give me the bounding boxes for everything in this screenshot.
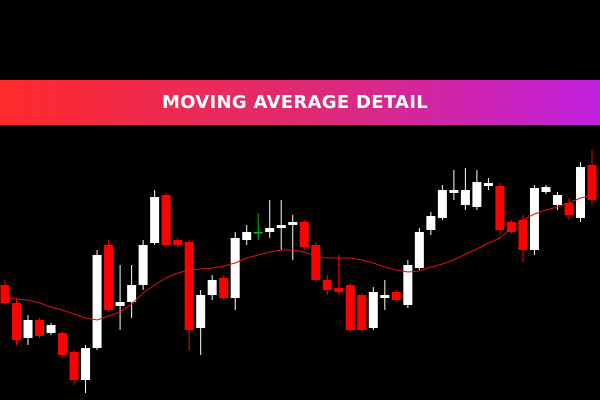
- candle-body: [207, 280, 217, 295]
- candle-body: [127, 285, 137, 302]
- candle-body: [265, 228, 275, 232]
- candle-body: [518, 220, 528, 250]
- candle-body: [161, 195, 171, 245]
- candle-body: [483, 183, 493, 186]
- candle-body: [529, 188, 539, 250]
- candle-body: [104, 245, 114, 310]
- candle-body: [587, 165, 597, 200]
- candle-body: [357, 295, 367, 330]
- candle-body: [414, 232, 424, 268]
- candle-body: [288, 222, 298, 225]
- candle-body: [460, 190, 470, 205]
- candle-body: [426, 216, 436, 230]
- candle-body: [242, 232, 252, 240]
- candle-body: [472, 182, 482, 207]
- candle-body: [253, 232, 263, 234]
- banner: [0, 80, 600, 125]
- candle-body: [276, 225, 286, 228]
- candle-body: [0, 285, 10, 303]
- candle-body: [299, 222, 309, 247]
- candle-body: [368, 292, 378, 328]
- candle-body: [150, 197, 160, 243]
- moving-average-line: [4, 194, 593, 321]
- candle-body: [92, 255, 102, 348]
- candle-body: [334, 288, 344, 292]
- candle-body: [322, 280, 332, 290]
- candle-body: [196, 295, 206, 328]
- candle-body: [380, 295, 390, 298]
- candle-body: [391, 292, 401, 300]
- candle-body: [541, 187, 551, 192]
- candle-body: [552, 195, 562, 205]
- candle-body: [219, 278, 229, 298]
- candle-body: [449, 190, 459, 193]
- candle-body: [69, 352, 79, 380]
- candle-body: [115, 302, 125, 306]
- candle-body: [437, 190, 447, 218]
- candle-body: [230, 238, 240, 298]
- candle-body: [138, 245, 148, 285]
- candle-body: [12, 303, 22, 340]
- candle-body: [23, 320, 33, 338]
- candle-body: [81, 348, 91, 380]
- candle-body: [46, 325, 56, 333]
- plot-area: [0, 150, 597, 393]
- candle-body: [311, 245, 321, 280]
- candle-body: [173, 240, 183, 245]
- candle-body: [58, 333, 68, 355]
- candle-body: [184, 242, 194, 330]
- candle-body: [506, 222, 516, 232]
- chart-title: MOVING AVERAGE DETAIL: [162, 92, 428, 113]
- candle-body: [35, 320, 45, 336]
- candle-body: [575, 167, 585, 218]
- candle-body: [403, 265, 413, 305]
- candle-body: [564, 203, 574, 215]
- candle-body: [345, 285, 355, 330]
- candle-body: [495, 186, 505, 230]
